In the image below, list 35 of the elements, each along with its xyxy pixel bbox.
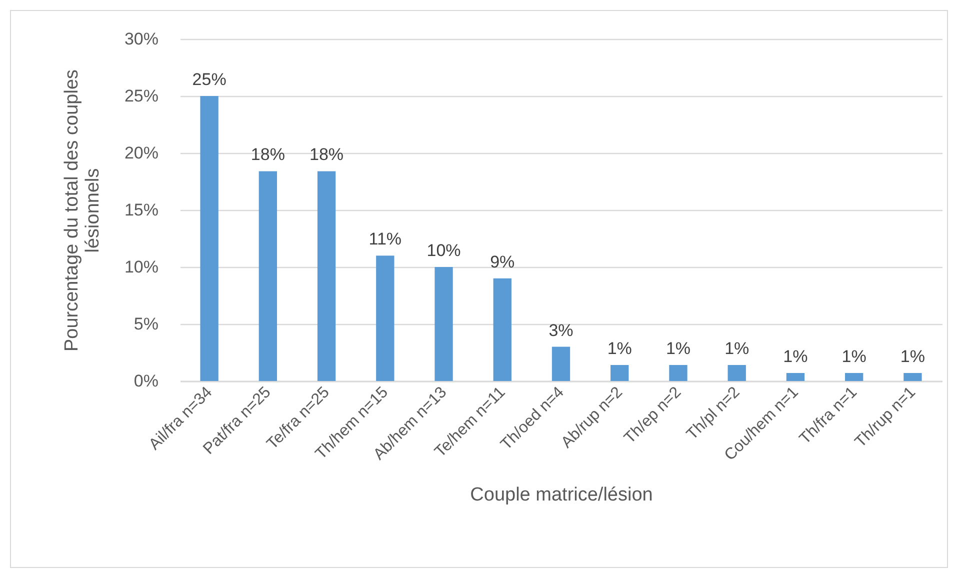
data-label: 1% [842,347,866,366]
data-label: 1% [724,339,750,358]
x-axis-title: Couple matrice/lésion [470,484,653,506]
data-label: 10% [426,241,461,260]
y-tick-label: 15% [124,200,158,220]
data-label: 1% [783,347,808,366]
bar [786,373,805,381]
data-label: 1% [900,347,925,366]
y-tick-label: 10% [124,258,158,276]
y-tick-label: 0% [134,372,158,390]
bar [493,278,512,381]
bar [258,171,278,381]
bar [317,171,336,381]
data-label: 1% [666,339,691,358]
data-label: 18% [310,145,344,164]
bar [610,365,629,381]
bar [844,373,864,381]
data-label: 3% [548,320,574,340]
bar [552,346,570,381]
y-tick-label: 5% [134,314,158,334]
data-label: 18% [250,145,285,164]
bar [200,96,218,381]
data-label: 1% [607,339,632,358]
data-label: 11% [368,230,402,249]
y-tick-label: 20% [124,144,158,162]
bar [728,365,746,381]
data-label: 25% [192,70,226,89]
bar [376,256,394,381]
bar [434,267,453,381]
bar [904,373,922,381]
bar [669,365,688,381]
y-tick-label: 25% [124,86,158,106]
y-axis-title: Pourcentage du total des couples lésionnels [61,69,104,352]
y-tick-label: 30% [124,30,158,48]
data-label: 9% [490,252,515,272]
